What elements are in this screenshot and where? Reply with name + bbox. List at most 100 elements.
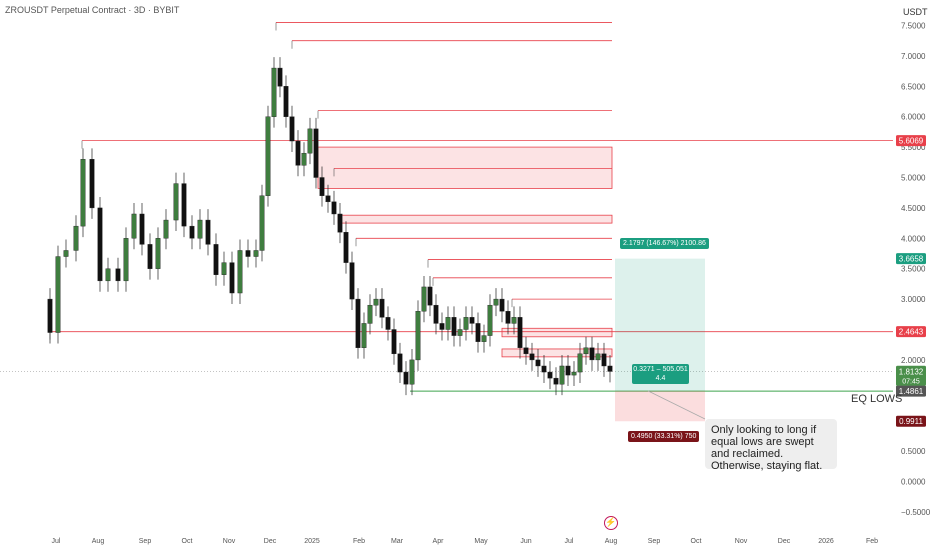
candle-body — [349, 262, 355, 300]
y-tick-label: 4.5000 — [901, 204, 926, 213]
candle-body — [245, 250, 251, 257]
x-tick-label: Nov — [223, 538, 236, 545]
candle-body — [163, 219, 169, 239]
x-tick-label: Feb — [353, 538, 365, 545]
price-labels: 5.60693.66582.46431.813207:451.49021.486… — [896, 135, 926, 427]
candle-body — [481, 335, 487, 342]
price-label-sub: 07:45 — [902, 378, 920, 385]
x-tick-label: Apr — [433, 538, 445, 545]
x-tick-label: Jul — [52, 538, 61, 545]
candle-body — [457, 329, 463, 336]
candle-body — [181, 183, 187, 227]
candle-body — [421, 286, 427, 312]
candle-body — [89, 159, 95, 209]
x-tick-label: 2026 — [818, 538, 834, 545]
candle-body — [547, 371, 553, 379]
candle-body — [97, 207, 103, 282]
candle-body — [595, 353, 601, 361]
price-label-bg — [896, 135, 926, 147]
candle-body — [271, 67, 277, 117]
candle-body — [115, 268, 121, 282]
long-position-tool — [615, 258, 706, 422]
x-tick-label: 2025 — [304, 538, 320, 545]
y-tick-label: 0.5000 — [901, 447, 926, 456]
candle-body — [427, 286, 433, 306]
candle-body — [283, 86, 289, 117]
y-tick-label: 7.5000 — [901, 22, 926, 31]
candle-body — [237, 250, 243, 294]
target-label[interactable]: 2.1797 (146.67%) 2100.86 — [620, 238, 709, 249]
candle-body — [55, 256, 61, 333]
candle-body — [553, 377, 559, 385]
candle-body — [523, 347, 529, 355]
candle-body — [367, 304, 373, 324]
stop-label-text: 0.4950 (33.31%) 750 — [631, 433, 697, 440]
candle-body — [583, 347, 589, 355]
candle-body — [469, 317, 475, 324]
stop-label[interactable]: 0.4950 (33.31%) 750 — [628, 431, 700, 442]
candle-body — [397, 353, 403, 373]
candle-body — [571, 371, 577, 376]
candle-body — [295, 140, 301, 166]
candle-body — [265, 116, 271, 196]
x-tick-label: Dec — [778, 538, 791, 545]
y-tick-label: 6.5000 — [901, 82, 926, 91]
candle-body — [475, 323, 481, 342]
candle-body — [433, 304, 439, 324]
candle-body — [511, 317, 517, 324]
candle-body — [499, 298, 505, 312]
candle-body — [147, 244, 153, 269]
candle-body — [253, 250, 259, 257]
candle-body — [313, 128, 319, 178]
candle-body — [189, 225, 195, 239]
note-pointer — [647, 390, 706, 420]
price-label-text: 1.4861 — [899, 387, 924, 396]
candle-body — [331, 201, 337, 215]
candle-body — [463, 317, 469, 330]
candle-body — [589, 347, 595, 361]
candle-body — [80, 159, 86, 227]
entry-label[interactable]: 0.3271 – 505.051 4.4 — [632, 364, 689, 384]
supply-zone — [317, 146, 613, 189]
y-tick-label: 4.0000 — [901, 234, 926, 243]
candle-body — [289, 116, 295, 142]
x-tick-label: Nov — [735, 538, 748, 545]
x-tick-label: Sep — [139, 538, 152, 545]
candle-body — [415, 311, 421, 361]
candle-body — [577, 353, 583, 373]
entry-label-text: 0.3271 – 505.051 — [633, 366, 688, 373]
eq-lows-label: EQ LOWS — [851, 393, 903, 405]
candle-body — [337, 213, 343, 233]
y-tick-label: 5.5000 — [901, 143, 926, 152]
candle-body — [529, 353, 535, 361]
currency-label: USDT — [903, 7, 928, 17]
x-tick-label: Aug — [605, 538, 618, 545]
candle-body — [361, 323, 367, 348]
candle-body — [173, 183, 179, 221]
x-tick-label: Oct — [691, 538, 702, 545]
candle-body — [535, 359, 541, 367]
x-tick-label: Jun — [520, 538, 531, 545]
candle-body — [213, 244, 219, 275]
x-tick-label: Feb — [866, 538, 878, 545]
price-label-text: 5.6069 — [899, 137, 924, 146]
price-label-text: 1.8132 — [899, 367, 924, 376]
candle-body — [541, 365, 547, 373]
candle-body — [505, 311, 511, 324]
note-text: Only looking to long if equal lows are s… — [711, 424, 823, 472]
candle-body — [439, 323, 445, 330]
price-label-text: 0.9911 — [899, 417, 923, 426]
price-label-bg — [896, 253, 926, 265]
candle-body — [229, 262, 235, 294]
note-callout[interactable]: Only looking to long if equal lows are s… — [705, 419, 837, 472]
price-axis: 7.5000 7.0000 6.5000 6.0000 5.5000 5.0000 4.50… — [901, 22, 931, 517]
price-label-text: 3.6658 — [899, 255, 924, 264]
candle-body — [131, 213, 137, 239]
candle-body — [409, 359, 415, 385]
candle-body — [355, 298, 361, 348]
candle-body — [301, 152, 307, 166]
candle-body — [373, 298, 379, 306]
lightning-icon[interactable]: ⚡ — [604, 516, 618, 530]
y-tick-label: 7.0000 — [901, 52, 926, 61]
